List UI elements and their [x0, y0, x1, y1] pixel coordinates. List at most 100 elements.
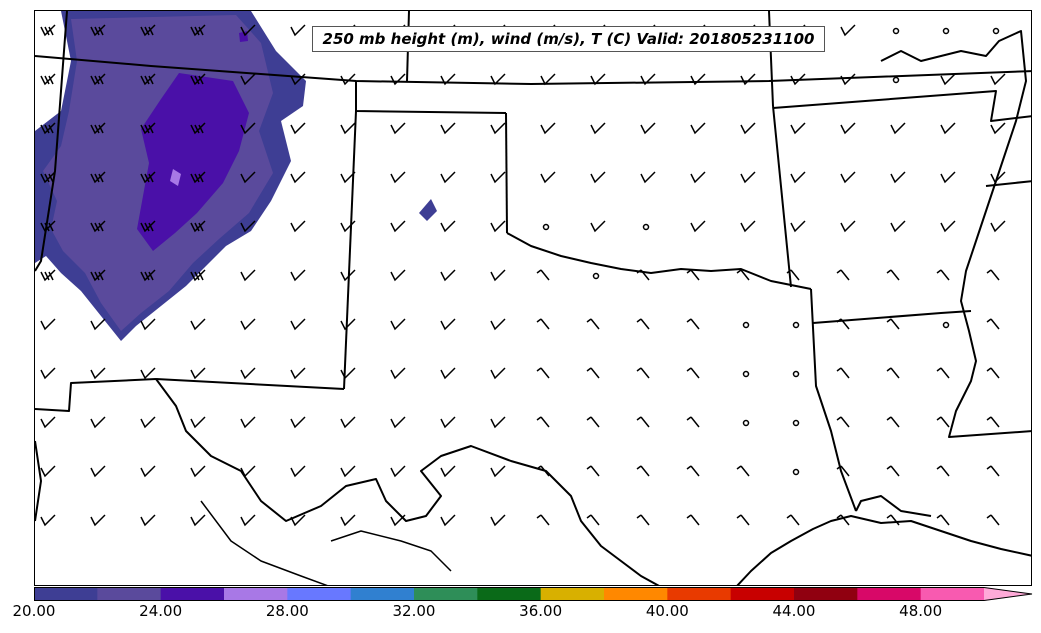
- red-river: [506, 232, 812, 290]
- wind-barb: [240, 24, 256, 37]
- wind-barb: [490, 318, 506, 331]
- wind-barb: [986, 269, 1000, 281]
- wind-barb: [740, 73, 756, 86]
- wind-barb: [440, 220, 456, 233]
- state-boundary-la-north: [812, 310, 972, 324]
- wind-barb: [986, 367, 1000, 379]
- wind-barb: [190, 514, 206, 527]
- wind-barb: [290, 269, 306, 282]
- wind-barb: [440, 514, 456, 527]
- colorbar-segment: [224, 587, 288, 601]
- wind-barb: [90, 465, 106, 478]
- wind-barb: [590, 73, 606, 86]
- wind-barb: [440, 73, 456, 86]
- wind-barb: [792, 468, 800, 476]
- wind-barb: [240, 367, 256, 380]
- river-pecos: [200, 500, 328, 585]
- wind-barb: [742, 370, 750, 378]
- wind-barb: [340, 122, 356, 135]
- wind-barb: [390, 416, 406, 429]
- wind-barb: [586, 367, 600, 379]
- wind-barb: [990, 171, 1006, 184]
- wind-barb: [40, 220, 56, 233]
- wind-barb: [90, 269, 106, 282]
- colorbar-extension-arrow: [984, 587, 1032, 601]
- wind-barb: [240, 171, 256, 184]
- state-boundary-tx-west: [155, 378, 345, 390]
- wind-barb: [40, 122, 56, 135]
- wind-barb: [736, 514, 750, 526]
- wind-barb: [40, 171, 56, 184]
- wind-barb: [140, 367, 156, 380]
- wind-barb: [290, 122, 306, 135]
- wind-barb: [690, 73, 706, 86]
- wind-barb: [586, 514, 600, 526]
- state-boundary-la-south: [855, 495, 932, 517]
- wind-barb: [290, 514, 306, 527]
- colorbar-tick-label: 28.00: [265, 602, 309, 620]
- wind-barb: [636, 318, 650, 330]
- wind-barb: [40, 24, 56, 37]
- wind-barb: [490, 73, 506, 86]
- state-boundary-ms-north: [985, 180, 1031, 187]
- wind-barb: [790, 171, 806, 184]
- wind-barb: [536, 465, 550, 477]
- wind-barb: [490, 367, 506, 380]
- wind-barb: [892, 76, 900, 84]
- wind-barb: [440, 318, 456, 331]
- wind-barb: [140, 465, 156, 478]
- wind-barb: [190, 73, 206, 86]
- wind-barb: [740, 220, 756, 233]
- wind-barb: [792, 419, 800, 427]
- colorbar-segment: [667, 587, 732, 601]
- wind-barb: [636, 269, 650, 281]
- wind-barb: [886, 318, 900, 330]
- map-panel: 250 mb height (m), wind (m/s), T (C) Val…: [34, 10, 1032, 586]
- wind-barb: [836, 465, 850, 477]
- wind-barb: [586, 465, 600, 477]
- wind-barb: [40, 465, 56, 478]
- temperature-fill-layer: [35, 11, 437, 341]
- colorbar-tick-label: 48.00: [899, 602, 943, 620]
- wind-barb: [986, 416, 1000, 428]
- state-boundary-panhandle-east: [505, 112, 508, 234]
- wind-barb: [340, 220, 356, 233]
- wind-barb: [790, 122, 806, 135]
- wind-barb: [340, 73, 356, 86]
- wind-barb: [390, 122, 406, 135]
- wind-barb: [390, 465, 406, 478]
- wind-barb: [790, 220, 806, 233]
- wind-barb: [140, 171, 156, 184]
- wind-barb: [836, 269, 850, 281]
- wind-barb: [340, 171, 356, 184]
- wind-barb: [940, 73, 956, 86]
- wind-barb: [840, 24, 856, 37]
- wind-barb: [592, 272, 600, 280]
- wind-barb: [536, 269, 550, 281]
- wind-barb: [690, 171, 706, 184]
- wind-barb: [340, 465, 356, 478]
- wind-barb: [736, 465, 750, 477]
- wind-barb: [440, 367, 456, 380]
- wind-barb: [690, 220, 706, 233]
- wind-barb: [240, 416, 256, 429]
- wind-barb: [792, 321, 800, 329]
- colorbar-outline: [34, 587, 1033, 601]
- wind-barb: [986, 465, 1000, 477]
- wind-barb: [590, 171, 606, 184]
- wind-barb: [942, 321, 950, 329]
- wind-barb: [340, 318, 356, 331]
- wind-barb: [540, 122, 556, 135]
- wind-barb: [940, 220, 956, 233]
- wind-barb: [240, 122, 256, 135]
- wind-barb: [792, 370, 800, 378]
- wind-barb: [390, 367, 406, 380]
- wind-barb: [90, 367, 106, 380]
- wind-barb: [190, 171, 206, 184]
- wind-barb: [490, 465, 506, 478]
- wind-barb: [640, 171, 656, 184]
- wind-barb: [440, 122, 456, 135]
- wind-barb: [90, 318, 106, 331]
- wind-barb: [90, 514, 106, 527]
- wind-barb: [786, 514, 800, 526]
